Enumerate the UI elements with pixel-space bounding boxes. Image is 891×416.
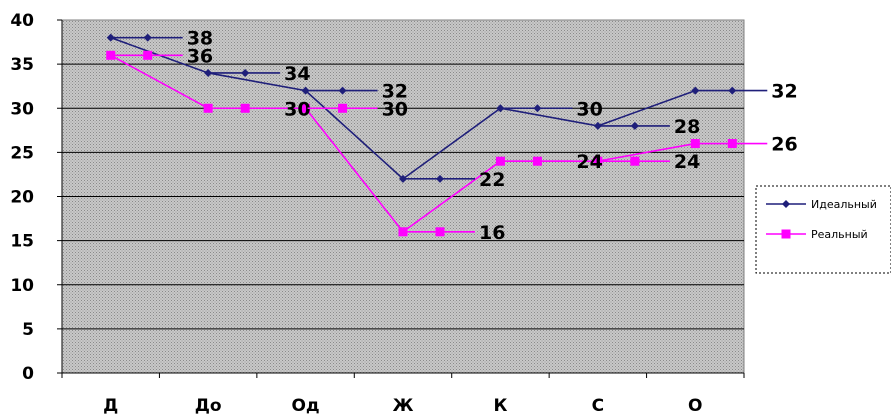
y-axis-tick-labels: 0 5 10 15 20 25 30 35 40 [10,11,34,384]
data-label-s1-1: 30 [284,98,310,120]
x-tick-label-4: К [493,396,507,416]
leader-marker-s0-2 [338,86,347,95]
gridlines [62,63,744,330]
data-label-s0-4: 30 [576,98,602,120]
data-point-s0-6 [691,86,700,95]
leader-marker-s0-5 [630,121,639,130]
leader-marker-s0-3 [436,174,444,183]
data-labels: 38 34 32 22 30 28 32 36 30 30 16 24 24 26 [112,28,798,244]
leader-marker-s1-2 [338,103,348,113]
y-tick-label-0: 0 [22,364,34,384]
data-label-s1-4: 24 [576,151,602,173]
data-point-s1-4 [495,156,505,166]
legend-label-0: Идеальный [811,198,877,211]
y-tick-label-30: 30 [10,99,34,119]
data-label-s0-3: 22 [479,169,505,191]
x-tick-label-3: Ж [393,396,414,416]
x-tick-label-2: Од [291,396,319,416]
y-tick-label-25: 25 [10,143,34,163]
data-point-s1-2 [301,103,311,113]
leader-marker-s0-1 [241,68,250,77]
x-tick-label-0: Д [103,396,118,416]
leader-marker-s1-1 [240,103,250,113]
leader-marker-s1-4 [532,156,542,166]
data-point-s1-6 [690,139,700,149]
y-tick-label-10: 10 [10,276,34,296]
legend-label-1: Реальный [811,228,868,241]
leader-marker-s0-6 [728,86,737,95]
data-label-s0-2: 32 [382,81,408,103]
data-label-s1-2: 30 [382,98,408,120]
data-label-s1-0: 36 [187,45,213,67]
leader-marker-s0-0 [143,33,152,42]
data-point-s1-5 [593,156,603,166]
data-point-s0-0 [106,33,115,42]
data-point-s0-3 [399,174,407,183]
leader-marker-s0-4 [533,104,542,113]
x-tick-label-5: С [592,396,604,416]
data-point-s1-1 [203,103,213,113]
leader-marker-s1-3 [435,227,445,237]
data-label-s0-6: 32 [771,81,797,103]
leader-marker-s1-6 [727,139,737,149]
data-label-s1-5: 24 [674,151,700,173]
legend-marker-1 [781,229,791,239]
data-point-s1-0 [106,50,116,60]
leader-marker-s1-5 [630,156,640,166]
x-axis-tick-labels: Д До Од Ж К С О [103,396,702,416]
y-tick-label-20: 20 [10,188,34,208]
data-point-s0-1 [204,68,213,77]
data-label-s1-6: 26 [771,134,797,156]
data-point-s0-4 [496,104,505,113]
data-point-s1-3 [398,227,408,237]
y-tick-label-15: 15 [10,232,34,252]
data-label-s0-1: 34 [284,63,310,85]
x-tick-label-6: О [688,396,702,416]
data-point-s0-2 [301,86,310,95]
y-tick-label-5: 5 [22,320,34,340]
axes [57,19,745,378]
leader-marker-s1-0 [143,50,153,60]
y-tick-label-40: 40 [10,11,34,31]
y-tick-label-35: 35 [10,55,34,75]
series-group [106,33,700,237]
data-point-s0-5 [593,121,602,130]
legend-box [755,185,891,274]
legend-marker-0 [782,200,790,208]
data-label-s0-5: 28 [674,116,700,138]
data-label-s1-3: 16 [479,222,505,244]
legend: Идеальный Реальный [755,185,891,274]
x-tick-label-1: До [195,396,222,416]
data-label-s0-0: 38 [187,28,213,50]
